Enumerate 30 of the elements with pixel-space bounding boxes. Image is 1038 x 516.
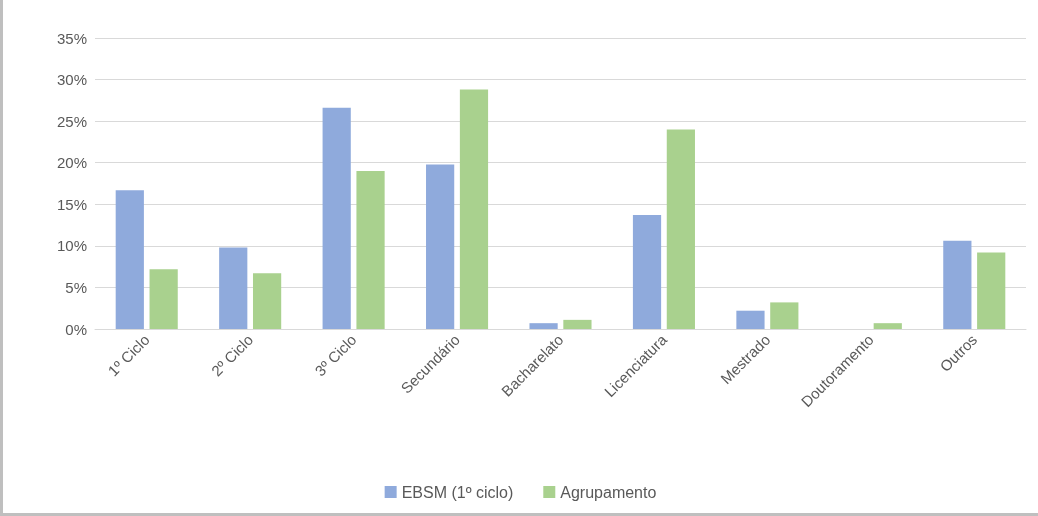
y-tick-label: 15% [56, 195, 87, 213]
bar [666, 129, 695, 329]
bar [252, 273, 282, 329]
legend-label: Agrupamento [560, 483, 657, 501]
bar [356, 171, 385, 329]
bar [736, 310, 765, 329]
x-tick-label: 3º Ciclo [311, 330, 360, 380]
y-tick-label: 10% [56, 237, 87, 255]
bar [632, 215, 662, 329]
y-tick-label: 25% [56, 112, 87, 130]
bar [459, 89, 489, 329]
y-tick-label: 0% [65, 320, 87, 338]
bar [943, 240, 972, 329]
x-tick-label: 1º Ciclo [104, 330, 153, 380]
bar [977, 252, 1006, 329]
bar [426, 164, 455, 329]
y-tick-label: 5% [65, 278, 87, 296]
bar [149, 269, 178, 329]
y-tick-label: 30% [56, 71, 87, 89]
x-tick-label: 2º Ciclo [207, 330, 257, 380]
bar [873, 323, 902, 329]
bar [529, 323, 558, 329]
bar [115, 190, 144, 329]
bar [770, 302, 799, 329]
y-tick-label: 35% [56, 29, 87, 47]
legend-label: EBSM (1º ciclo) [401, 483, 514, 501]
bar [322, 107, 351, 329]
bar [563, 319, 592, 329]
bar [219, 247, 248, 329]
y-tick-label: 20% [56, 154, 87, 172]
